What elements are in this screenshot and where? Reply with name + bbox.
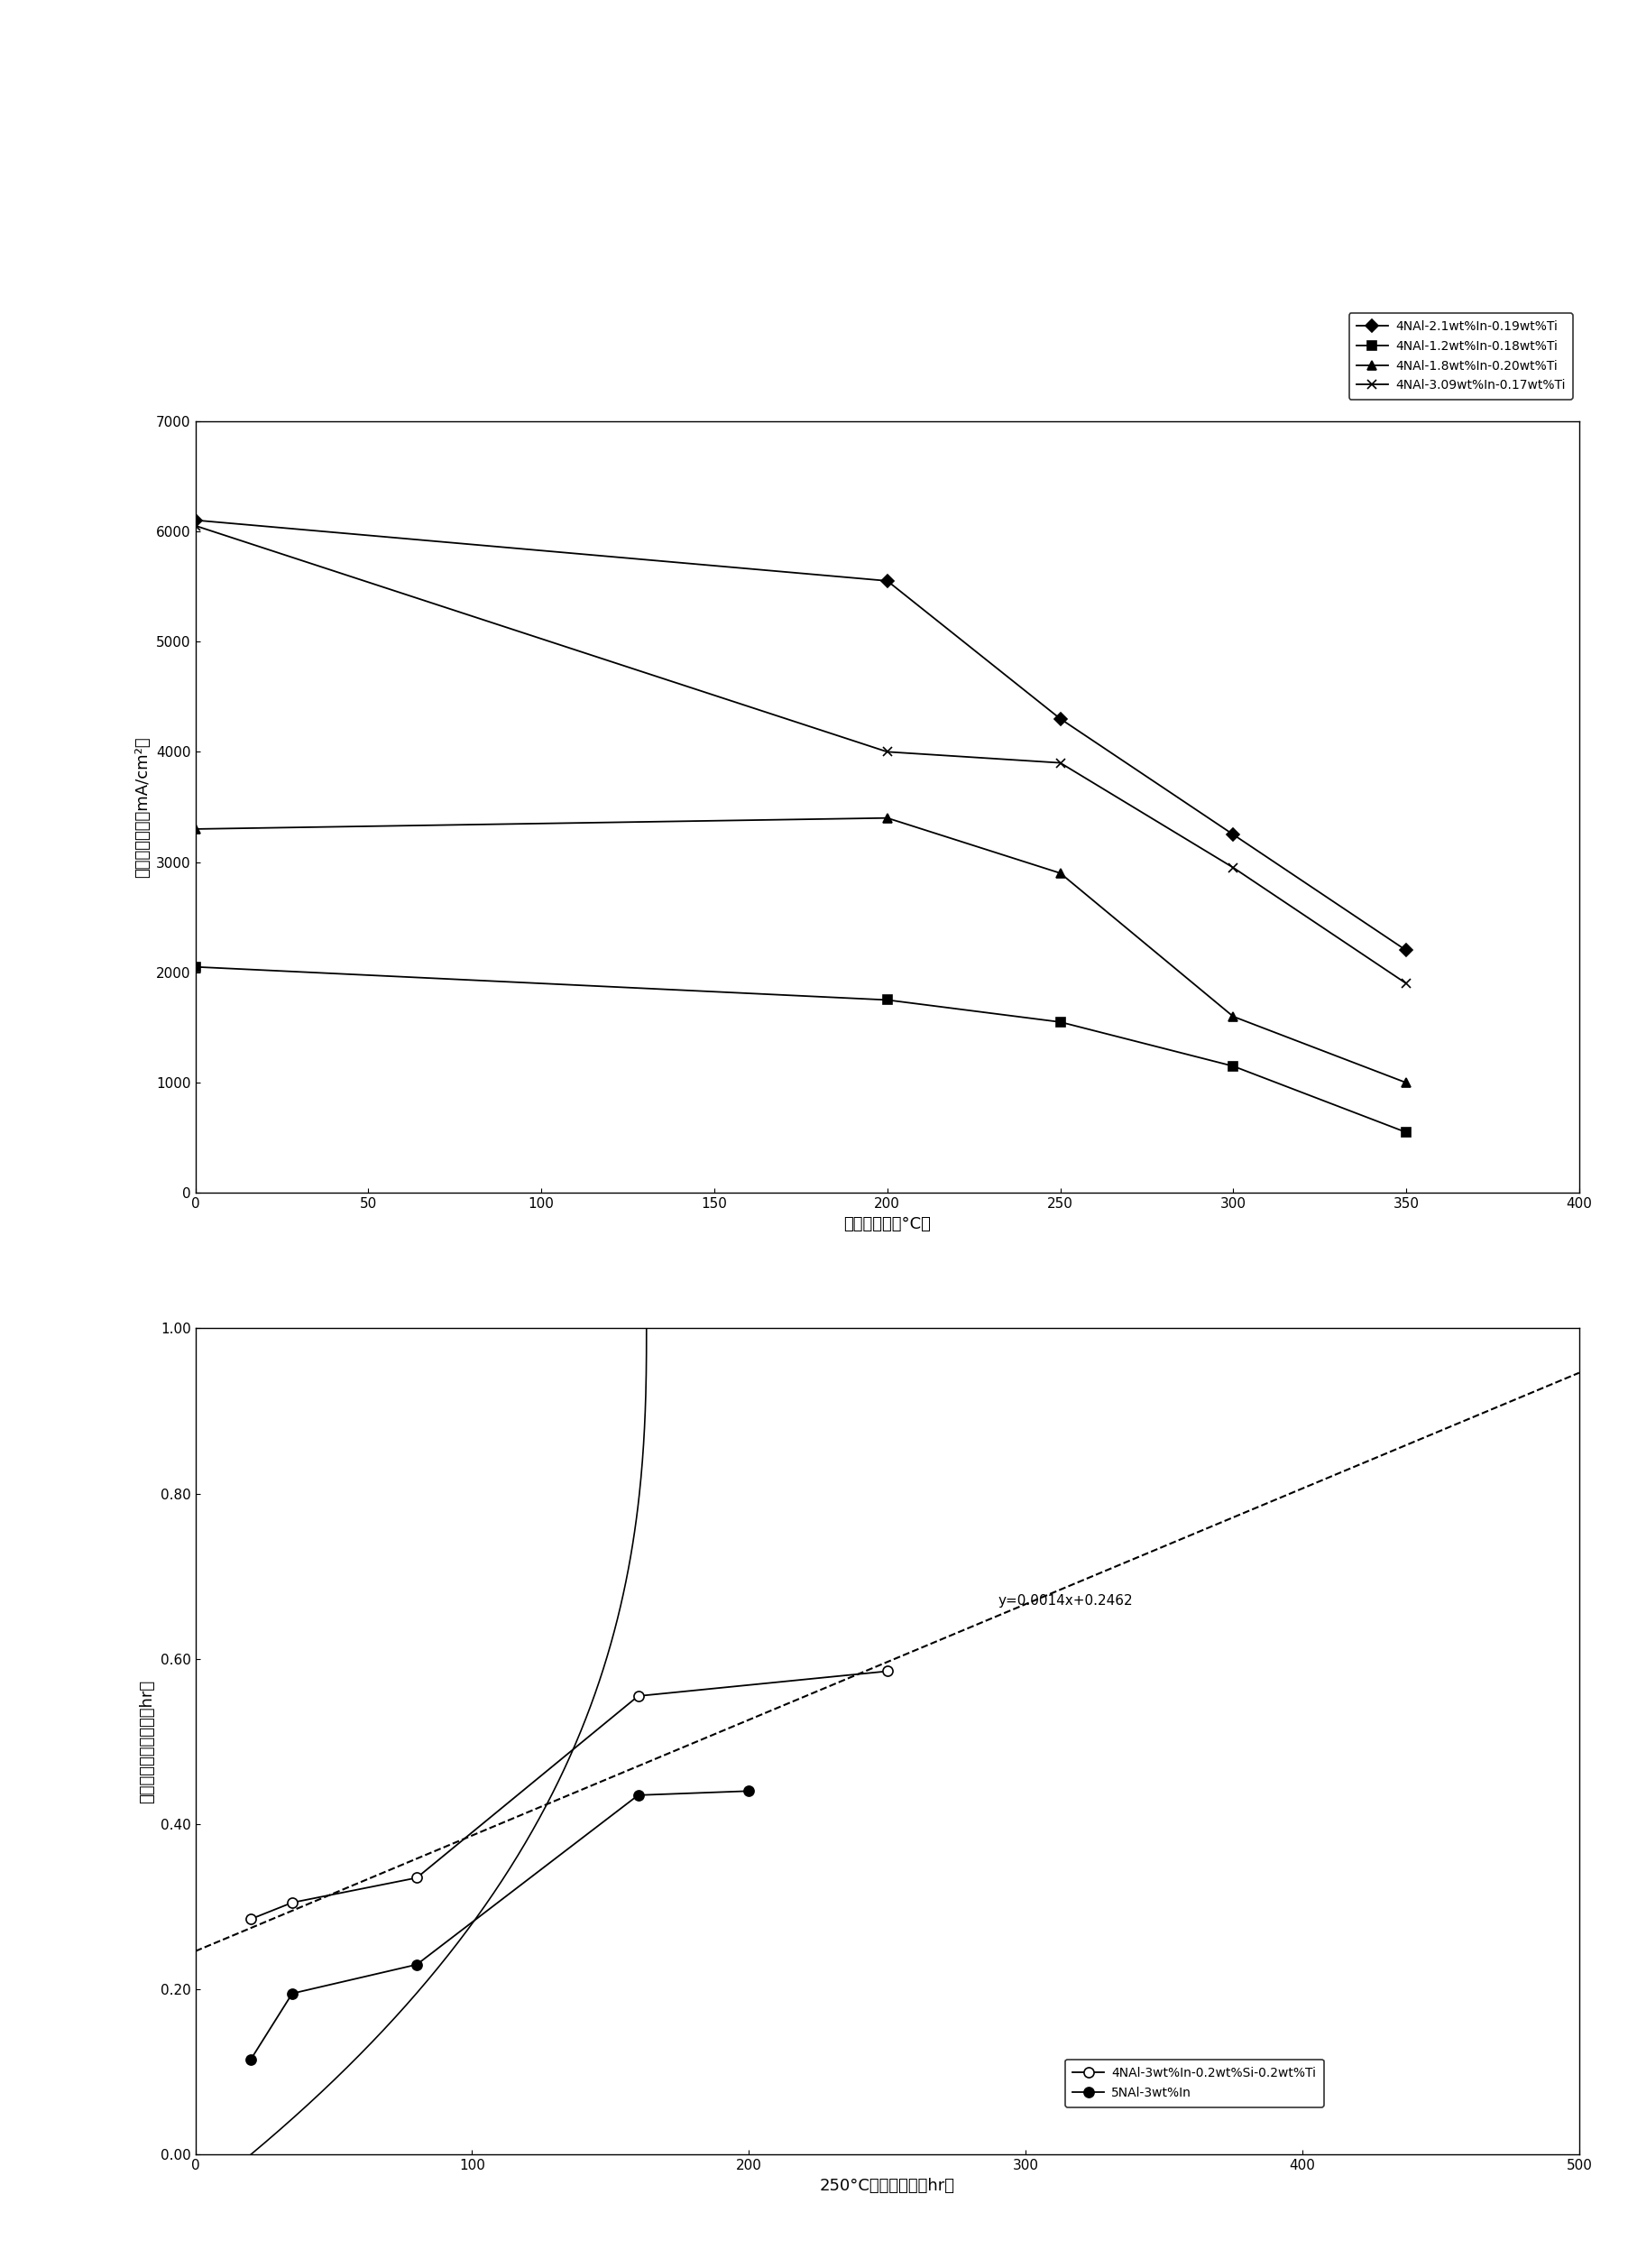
- 5NAl-3wt%In: [739, 1778, 759, 1805]
- 4NAl-2.1wt%In-0.19wt%Ti: [186, 506, 205, 533]
- 4NAl-3.09wt%In-0.17wt%Ti: [1050, 748, 1070, 776]
- 4NAl-1.2wt%In-0.18wt%Ti: [186, 953, 205, 980]
- 4NAl-1.8wt%In-0.20wt%Ti: [1224, 1002, 1244, 1030]
- 4NAl-3.09wt%In-0.17wt%Ti: [186, 513, 205, 540]
- Y-axis label: 溶解电流密度（mA/cm²）: 溶解电流密度（mA/cm²）: [135, 737, 151, 878]
- 4NAl-1.2wt%In-0.18wt%Ti: [1224, 1052, 1244, 1080]
- 5NAl-3wt%In: [628, 1783, 648, 1810]
- 4NAl-1.8wt%In-0.20wt%Ti: [186, 816, 205, 844]
- Line: 5NAl-3wt%In: 5NAl-3wt%In: [246, 1785, 754, 2064]
- Legend: 4NAl-3wt%In-0.2wt%Si-0.2wt%Ti, 5NAl-3wt%In: 4NAl-3wt%In-0.2wt%Si-0.2wt%Ti, 5NAl-3wt%…: [1065, 2059, 1324, 2107]
- X-axis label: 热处理温度（°C）: 热处理温度（°C）: [843, 1216, 931, 1232]
- 4NAl-3wt%In-0.2wt%Si-0.2wt%Ti: [628, 1683, 648, 1710]
- Line: 4NAl-3wt%In-0.2wt%Si-0.2wt%Ti: 4NAl-3wt%In-0.2wt%Si-0.2wt%Ti: [246, 1667, 892, 1923]
- 4NAl-2.1wt%In-0.19wt%Ti: [1397, 937, 1416, 964]
- 4NAl-2.1wt%In-0.19wt%Ti: [877, 567, 897, 594]
- 4NAl-3wt%In-0.2wt%Si-0.2wt%Ti: [877, 1658, 897, 1685]
- Text: y=0.0014x+0.2462: y=0.0014x+0.2462: [998, 1594, 1133, 1608]
- 4NAl-2.1wt%In-0.19wt%Ti: [1050, 705, 1070, 733]
- 4NAl-1.2wt%In-0.18wt%Ti: [877, 987, 897, 1014]
- Legend: 4NAl-2.1wt%In-0.19wt%Ti, 4NAl-1.2wt%In-0.18wt%Ti, 4NAl-1.8wt%In-0.20wt%Ti, 4NAl-: 4NAl-2.1wt%In-0.19wt%Ti, 4NAl-1.2wt%In-0…: [1350, 313, 1573, 399]
- 4NAl-3.09wt%In-0.17wt%Ti: [877, 737, 897, 764]
- 4NAl-1.8wt%In-0.20wt%Ti: [877, 805, 897, 832]
- 5NAl-3wt%In: [283, 1980, 303, 2007]
- 4NAl-1.8wt%In-0.20wt%Ti: [1050, 860, 1070, 887]
- Line: 4NAl-3.09wt%In-0.17wt%Ti: 4NAl-3.09wt%In-0.17wt%Ti: [190, 522, 1410, 989]
- 5NAl-3wt%In: [407, 1950, 427, 1978]
- X-axis label: 250°C热处理时间（hr）: 250°C热处理时间（hr）: [819, 2177, 956, 2193]
- Y-axis label: 模拟沉积膜除膜时间（hr）: 模拟沉积膜除膜时间（hr）: [138, 1681, 155, 1803]
- 4NAl-3wt%In-0.2wt%Si-0.2wt%Ti: [241, 1905, 260, 1932]
- 4NAl-1.2wt%In-0.18wt%Ti: [1050, 1009, 1070, 1036]
- 4NAl-1.2wt%In-0.18wt%Ti: [1397, 1118, 1416, 1145]
- 4NAl-3.09wt%In-0.17wt%Ti: [1224, 855, 1244, 882]
- Line: 4NAl-2.1wt%In-0.19wt%Ti: 4NAl-2.1wt%In-0.19wt%Ti: [190, 515, 1410, 955]
- 5NAl-3wt%In: [241, 2046, 260, 2073]
- 4NAl-1.8wt%In-0.20wt%Ti: [1397, 1068, 1416, 1095]
- Line: 4NAl-1.8wt%In-0.20wt%Ti: 4NAl-1.8wt%In-0.20wt%Ti: [190, 814, 1410, 1086]
- 4NAl-3wt%In-0.2wt%Si-0.2wt%Ti: [407, 1864, 427, 1892]
- 4NAl-3.09wt%In-0.17wt%Ti: [1397, 971, 1416, 998]
- 4NAl-2.1wt%In-0.19wt%Ti: [1224, 821, 1244, 848]
- 4NAl-3wt%In-0.2wt%Si-0.2wt%Ti: [283, 1889, 303, 1916]
- Line: 4NAl-1.2wt%In-0.18wt%Ti: 4NAl-1.2wt%In-0.18wt%Ti: [190, 962, 1410, 1136]
